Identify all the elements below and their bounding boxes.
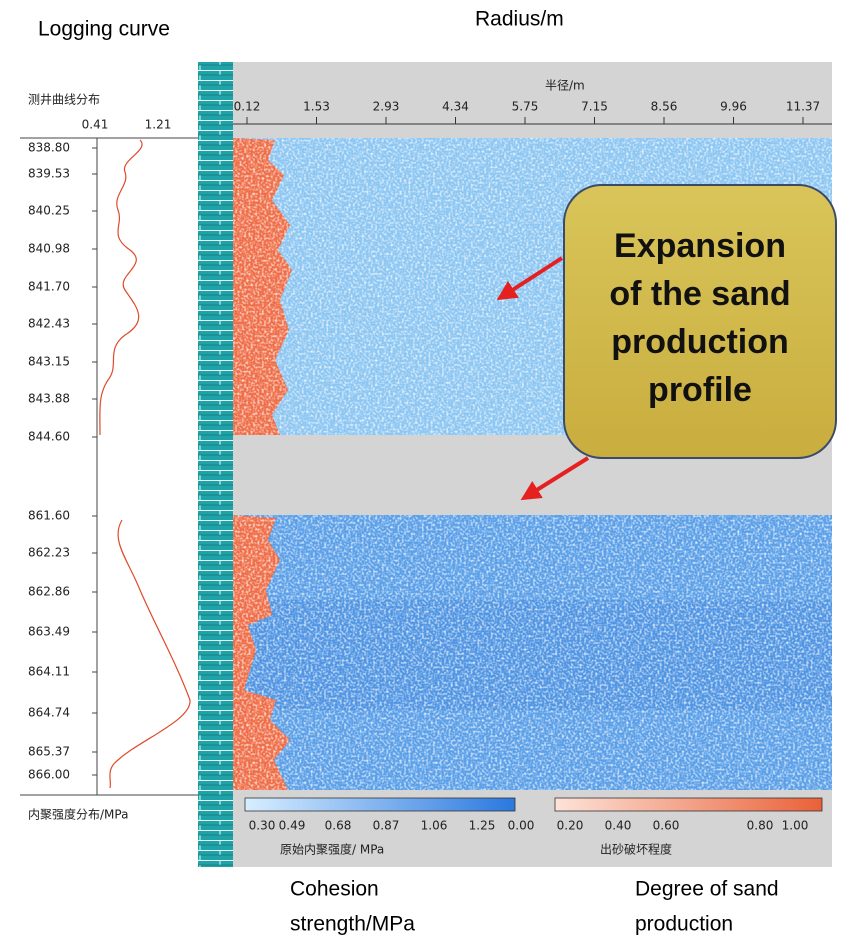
depth-tick-label: 862.86 — [28, 585, 70, 599]
radius-tick-label: 2.93 — [373, 100, 400, 114]
depth-tick-label: 844.60 — [28, 430, 70, 444]
callout-box — [564, 185, 836, 458]
depth-tick-label: 843.88 — [28, 392, 70, 406]
depth-tick-label: 840.98 — [28, 242, 70, 256]
colorbar-cohesion — [245, 798, 515, 811]
depth-tick-label: 864.74 — [28, 706, 70, 720]
depth-tick-label: 843.15 — [28, 355, 70, 369]
depth-tick-label: 838.80 — [28, 141, 70, 155]
depth-tick-label: 840.25 — [28, 204, 70, 218]
curve-tick-label: 0.41 — [82, 118, 109, 132]
colorbar-tick-label: 0.87 — [373, 819, 400, 833]
colorbar-tick-label: 0.40 — [605, 819, 632, 833]
callout-text: profile — [648, 371, 752, 409]
colorbar-sand — [555, 798, 822, 811]
callout-text: of the sand — [609, 275, 790, 313]
depth-tick-label: 865.37 — [28, 745, 70, 759]
depth-tick-label: 863.49 — [28, 625, 70, 639]
label: Degree of sand — [635, 878, 779, 901]
radius-tick-label: 4.34 — [442, 100, 469, 114]
axis-title: 测井曲线分布 — [28, 93, 100, 107]
depth-tick-label: 861.60 — [28, 509, 70, 523]
depth-tick-label: 866.00 — [28, 768, 70, 782]
colorbar-tick-label: 1.06 — [421, 819, 448, 833]
colorbar-tick-label: 0.49 — [279, 819, 306, 833]
label: production — [635, 913, 733, 936]
radius-tick-label: 1.53 — [303, 100, 330, 114]
colorbar-tick-label: 1.00 — [782, 819, 809, 833]
radius-tick-label: 5.75 — [512, 100, 539, 114]
label: Radius/m — [475, 8, 564, 31]
colorbar-tick-label: 0.60 — [653, 819, 680, 833]
depth-tick-label: 864.11 — [28, 665, 70, 679]
colorbar-tick-label: 0.80 — [747, 819, 774, 833]
figure: Logging curve Radius/m 半径/m 测井曲线分布 内聚强度分… — [0, 0, 842, 944]
depth-tick-label: 841.70 — [28, 280, 70, 294]
radius-tick-label: 11.37 — [786, 100, 820, 114]
depth-tick-label: 839.53 — [28, 167, 70, 181]
depth-tick-label: 842.43 — [28, 317, 70, 331]
radius-tick-label: 9.96 — [720, 100, 747, 114]
colorbar-label: 出砂破坏程度 — [600, 842, 672, 857]
radius-tick-label: 8.56 — [651, 100, 678, 114]
colorbar-tick-label: 1.25 — [469, 819, 496, 833]
colorbar-tick-label: 0.20 — [557, 819, 584, 833]
axis-title: 半径/m — [545, 79, 585, 93]
callout-text: Expansion — [614, 227, 786, 265]
depth-tick-label: 862.23 — [28, 546, 70, 560]
colorbar-tick-label: 0.00 — [508, 819, 535, 833]
axis-title: 内聚强度分布/MPa — [28, 807, 128, 822]
colorbar-label: 原始内聚强度/ MPa — [280, 842, 384, 857]
texture — [233, 515, 832, 790]
radius-tick-label: 7.15 — [581, 100, 608, 114]
colorbar-tick-label: 0.68 — [325, 819, 352, 833]
label: Logging curve — [38, 18, 170, 41]
label: strength/MPa — [290, 913, 415, 936]
curve-tick-label: 1.21 — [145, 118, 172, 132]
colorbar-tick-label: 0.30 — [249, 819, 276, 833]
casing — [198, 62, 233, 867]
label: Cohesion — [290, 878, 379, 901]
callout-text: production — [611, 323, 789, 361]
radius-tick-label: 0.12 — [234, 100, 261, 114]
